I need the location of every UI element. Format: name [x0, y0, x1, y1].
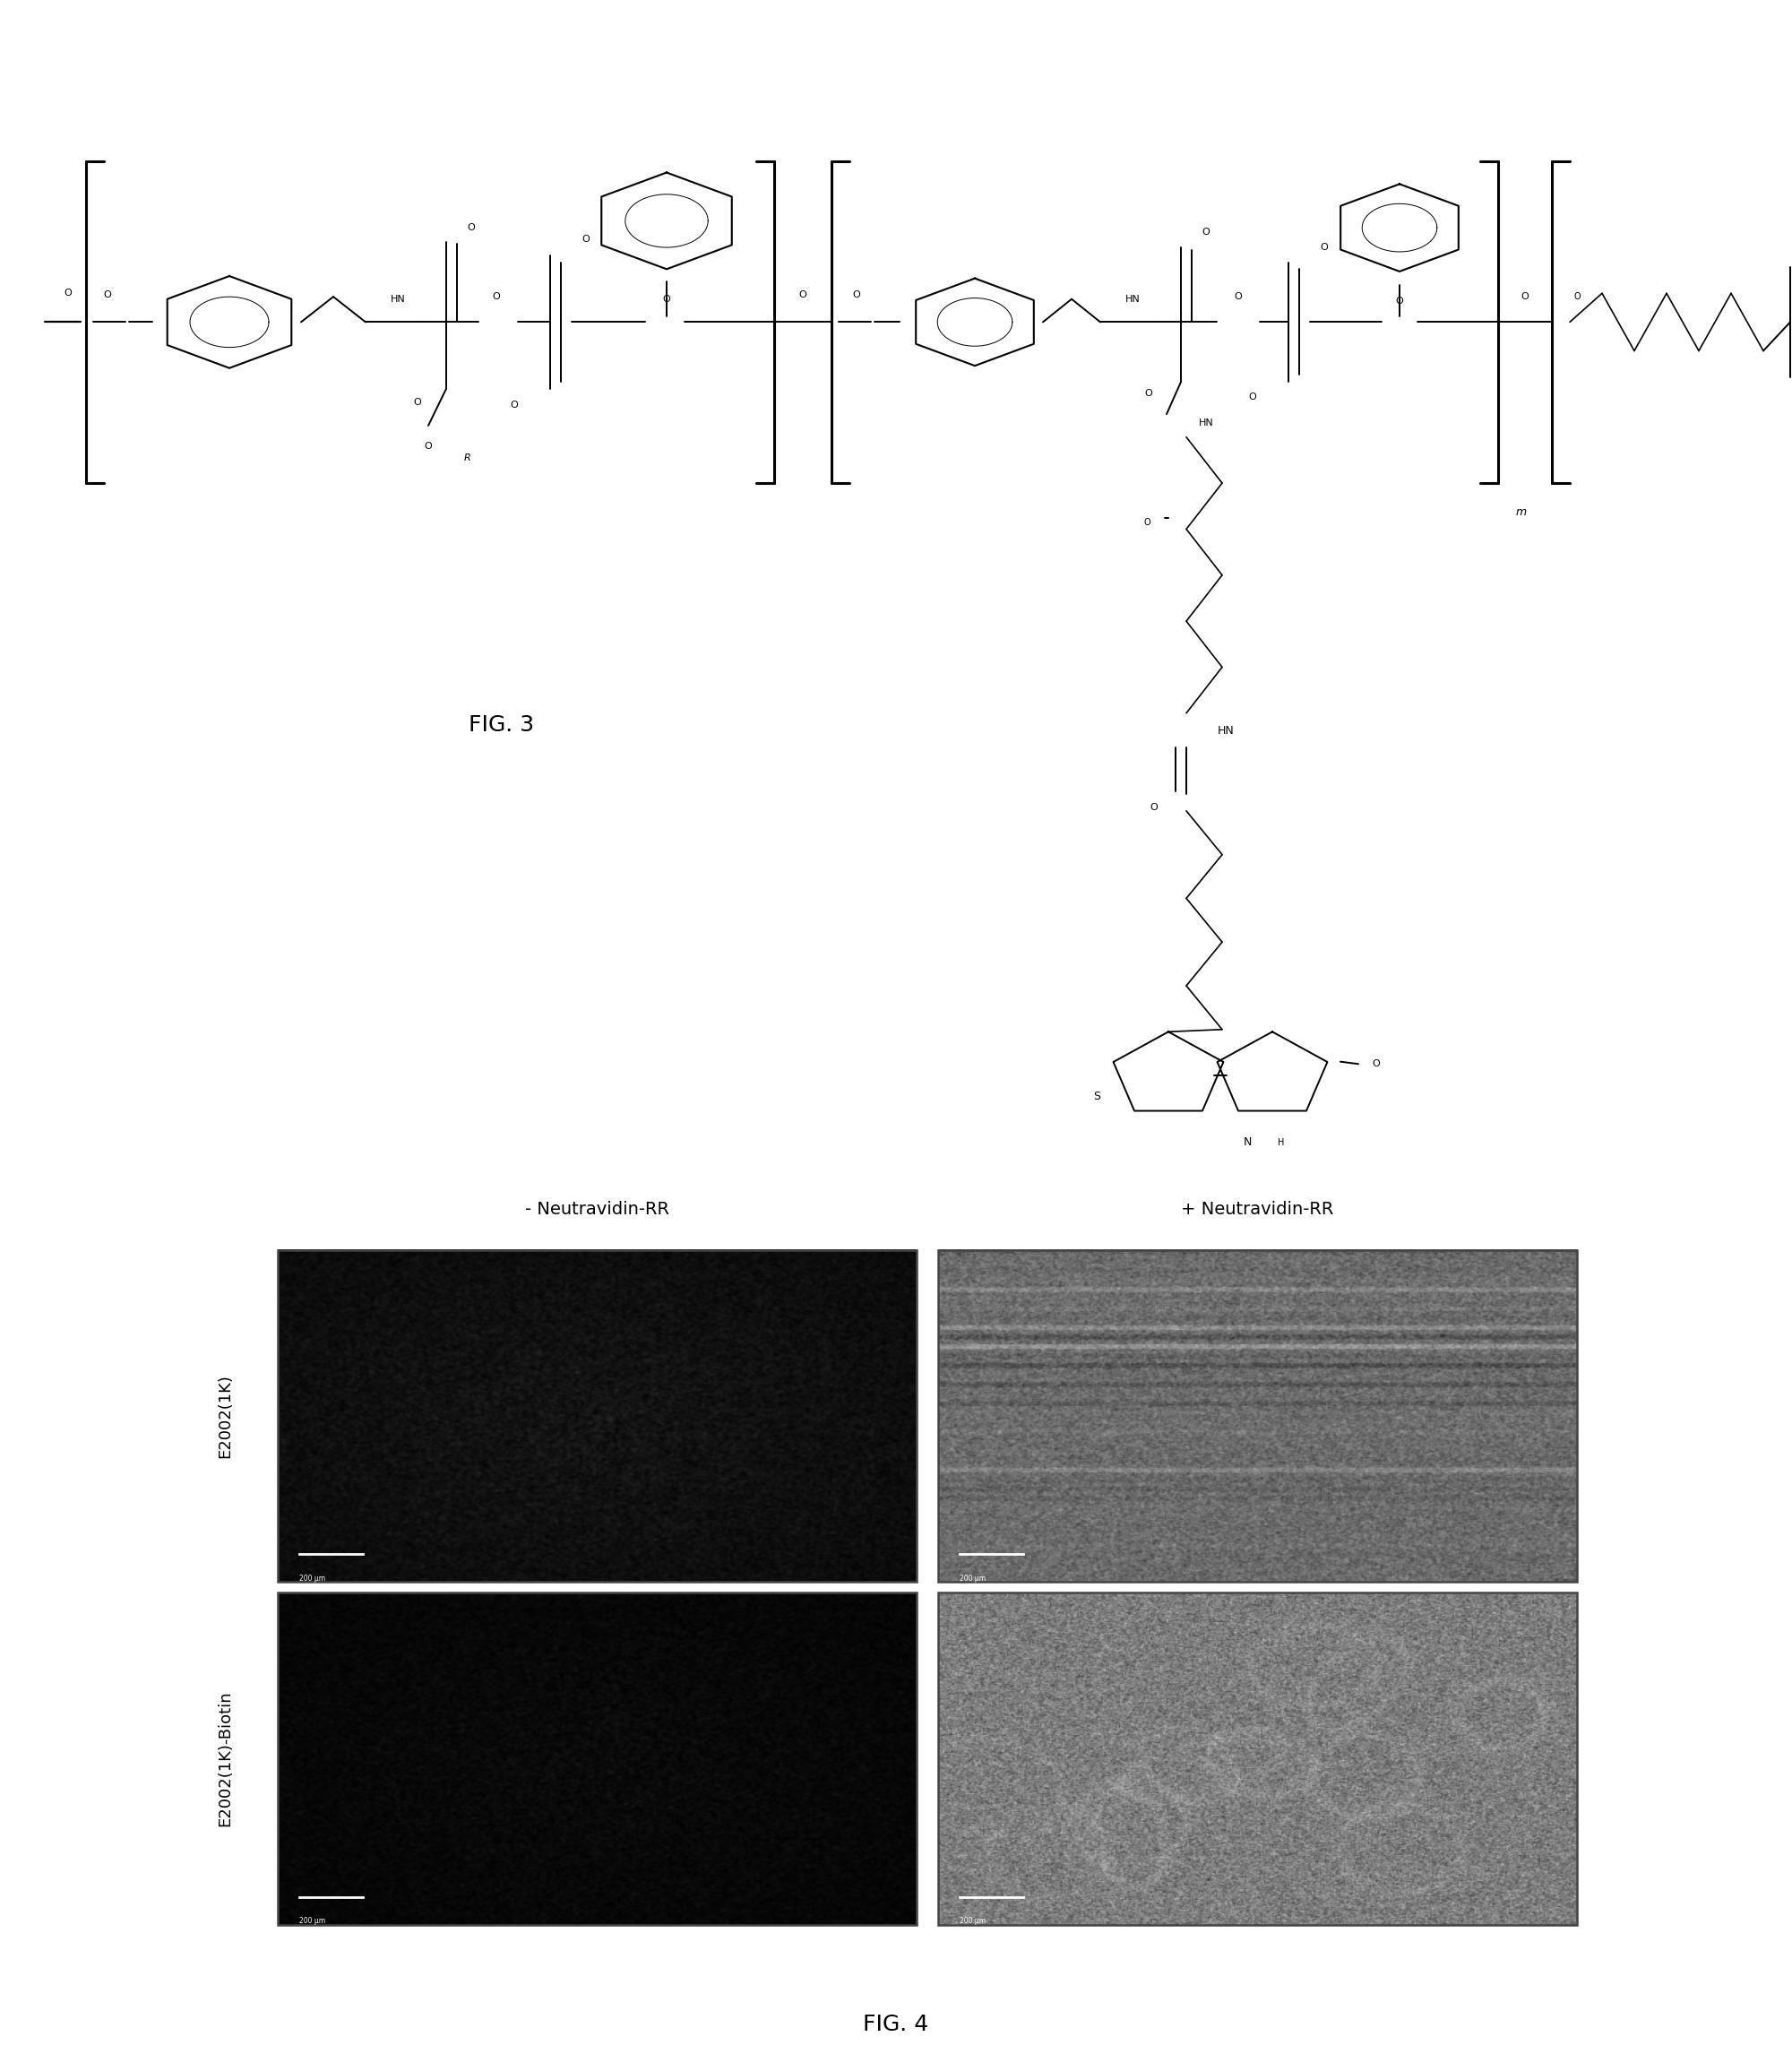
Text: O: O	[1396, 298, 1403, 306]
Text: 200 µm: 200 µm	[961, 1573, 986, 1582]
Text: O: O	[582, 234, 590, 244]
Text: E2002(1K): E2002(1K)	[217, 1374, 233, 1458]
Text: S: S	[1093, 1091, 1100, 1103]
Text: O: O	[1249, 392, 1256, 401]
Text: FIG. 4: FIG. 4	[864, 2013, 928, 2036]
Text: O: O	[1145, 388, 1152, 398]
Text: 200 µm: 200 µm	[299, 1916, 326, 1925]
Text: HN: HN	[391, 294, 405, 304]
Text: 200 µm: 200 µm	[299, 1573, 326, 1582]
Text: O: O	[104, 290, 111, 300]
Text: FIG. 3: FIG. 3	[470, 715, 534, 735]
Text: O: O	[1150, 803, 1158, 811]
Text: O: O	[1143, 518, 1150, 526]
Text: O: O	[1373, 1060, 1380, 1068]
Text: HN: HN	[1125, 294, 1140, 304]
Text: 200 µm: 200 µm	[961, 1916, 986, 1925]
Text: O: O	[799, 290, 806, 300]
Text: O: O	[414, 398, 421, 407]
Text: + Neutravidin-RR: + Neutravidin-RR	[1181, 1200, 1333, 1218]
Bar	[278, 1249, 916, 1582]
Text: HN: HN	[1217, 725, 1235, 735]
Text: O: O	[663, 294, 670, 304]
Text: R: R	[464, 454, 471, 462]
Text: O: O	[1573, 292, 1581, 302]
Text: H: H	[1278, 1138, 1285, 1146]
Bar	[939, 1592, 1577, 1925]
Text: O: O	[511, 401, 518, 409]
Text: O: O	[1202, 228, 1210, 236]
Text: O: O	[1521, 292, 1529, 302]
Text: E2002(1K)-Biotin: E2002(1K)-Biotin	[217, 1690, 233, 1826]
Text: O: O	[468, 224, 475, 232]
Bar	[278, 1592, 916, 1925]
Text: O: O	[1235, 292, 1242, 302]
Text: N: N	[1244, 1136, 1251, 1148]
Text: O: O	[853, 290, 860, 300]
Text: O: O	[493, 292, 500, 302]
Text: - Neutravidin-RR: - Neutravidin-RR	[525, 1200, 670, 1218]
Text: O: O	[65, 290, 72, 298]
Text: O: O	[1321, 242, 1328, 253]
Text: m: m	[1516, 505, 1527, 518]
Text: O: O	[425, 442, 432, 450]
Text: HN: HN	[1199, 419, 1213, 427]
Bar	[939, 1249, 1577, 1582]
